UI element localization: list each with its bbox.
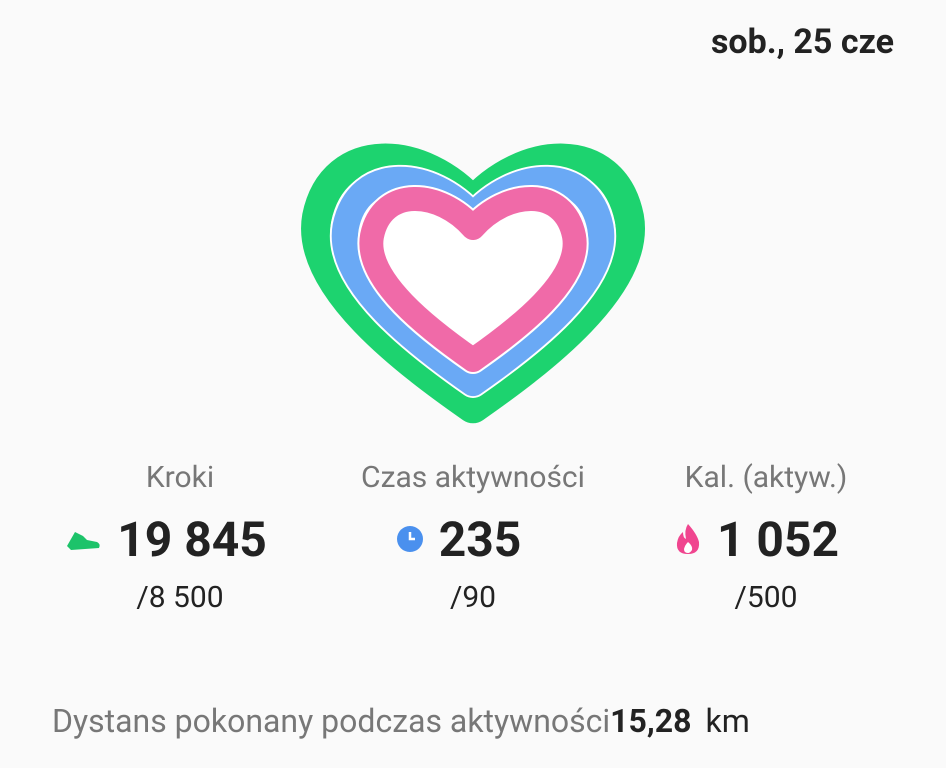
- clock-icon: [396, 526, 423, 552]
- stat-label: Kroki: [145, 460, 215, 495]
- calories-stat: Kal. (aktyw.) 1 052 /500: [616, 460, 916, 615]
- flame-icon: [676, 524, 700, 554]
- distance-value: 15,28: [610, 702, 692, 740]
- date: sob., 25 cze: [710, 22, 894, 62]
- stat-goal: /90: [449, 580, 497, 615]
- stat-goal: /8 500: [136, 580, 224, 615]
- activity-rings: [290, 120, 660, 440]
- stat-value: 19 845: [117, 510, 267, 568]
- stat-label: Czas aktywności: [361, 460, 585, 495]
- active-time-stat: Czas aktywności 235 /90: [323, 460, 623, 615]
- steps-stat: Kroki 19 845 /8 500: [30, 460, 330, 615]
- stat-label: Kal. (aktyw.): [684, 460, 848, 495]
- distance-label: Dystans pokonany podczas aktywności: [52, 702, 611, 740]
- stat-goal: /500: [734, 580, 798, 615]
- stat-value: 235: [438, 510, 522, 568]
- shoe-icon: [67, 532, 100, 550]
- distance-row: Dystans pokonany podczas aktywności 15,2…: [52, 702, 894, 740]
- stat-value: 1 052: [716, 510, 840, 568]
- distance-unit: km: [705, 702, 750, 740]
